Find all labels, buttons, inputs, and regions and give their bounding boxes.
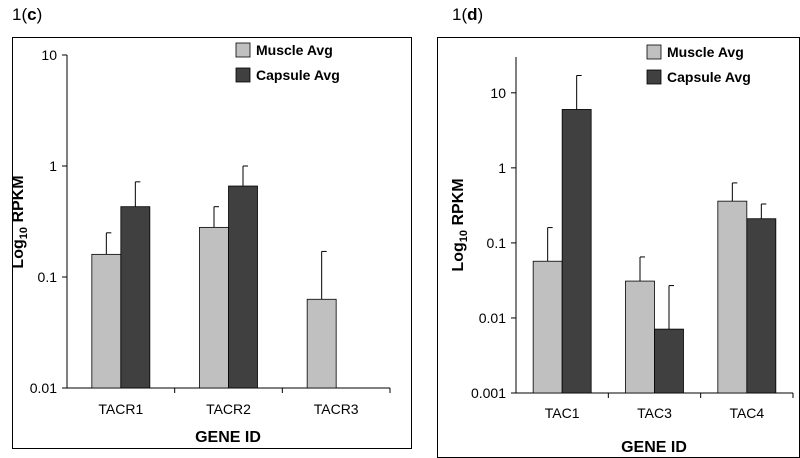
legend-swatch	[235, 67, 251, 83]
bar-capsule-avg	[746, 218, 777, 394]
legend-swatch	[235, 42, 251, 58]
category-label: TACR1	[98, 401, 143, 417]
y-axis-label-unit: RPKM	[10, 175, 27, 227]
legend-label: Muscle Avg	[667, 44, 744, 60]
y-tick-label: 10	[41, 47, 57, 63]
chart-panel-c: 1(c) 0.01 0.1 1 10 TACR1 TACR2 TACR3 Muscle Avg C…	[10, 5, 412, 449]
panel-label-prefix: 1(	[452, 5, 467, 24]
chart-panel-d: 1(d) 0.001 0.01 0.1 1 10 TAC1 TAC3 TAC4 Muscle Av…	[437, 5, 800, 458]
bar-muscle-avg	[717, 200, 748, 394]
panel-label-letter: c	[27, 5, 36, 24]
legend-label: Capsule Avg	[667, 69, 751, 85]
category-label: TAC3	[637, 405, 672, 421]
panel-label-suffix: )	[478, 5, 484, 24]
chart-frame	[12, 37, 412, 449]
y-axis-label: Log10 RPKM	[450, 178, 470, 271]
legend-swatch	[646, 69, 662, 85]
y-axis-label-main: Log	[10, 239, 27, 268]
x-axis-label: GENE ID	[195, 429, 261, 446]
y-tick-label: 0.1	[38, 269, 58, 285]
y-tick-label: 0.001	[471, 385, 506, 401]
panel-label-prefix: 1(	[12, 5, 27, 24]
category-label: TAC4	[729, 405, 764, 421]
bar-capsule-avg	[561, 109, 592, 394]
bar-muscle-avg	[199, 226, 229, 389]
panel-label: 1(c)	[12, 5, 42, 24]
category-label: TAC1	[545, 405, 580, 421]
y-tick-label: 1	[498, 160, 506, 176]
y-axis-label-main: Log	[450, 242, 467, 271]
y-tick-label: 0.01	[479, 310, 506, 326]
bar-capsule-avg	[228, 185, 258, 389]
legend-swatch	[646, 44, 662, 60]
category-label: TACR2	[206, 401, 251, 417]
category-label: TACR3	[314, 401, 359, 417]
y-tick-label: 0.1	[487, 235, 507, 251]
panel-label-letter: d	[467, 5, 477, 24]
panel-label: 1(d)	[452, 5, 483, 24]
y-tick-label: 1	[49, 158, 57, 174]
legend-label: Capsule Avg	[256, 67, 340, 83]
bar-capsule-avg	[654, 328, 684, 394]
y-tick-label: 10	[490, 85, 506, 101]
y-axis-label-subscript: 10	[18, 227, 30, 239]
bar-muscle-avg	[91, 253, 122, 389]
x-axis-label: GENE ID	[621, 439, 687, 456]
panel-label-suffix: )	[37, 5, 43, 24]
y-axis-label-unit: RPKM	[450, 178, 467, 230]
y-axis-label-subscript: 10	[458, 230, 470, 242]
legend-label: Muscle Avg	[256, 42, 333, 58]
y-tick-label: 0.01	[30, 380, 57, 396]
bar-muscle-avg	[306, 298, 337, 389]
bar-muscle-avg	[625, 280, 655, 394]
bar-muscle-avg	[532, 260, 563, 394]
bar-capsule-avg	[120, 206, 151, 389]
y-axis-label: Log10 RPKM	[10, 175, 30, 268]
